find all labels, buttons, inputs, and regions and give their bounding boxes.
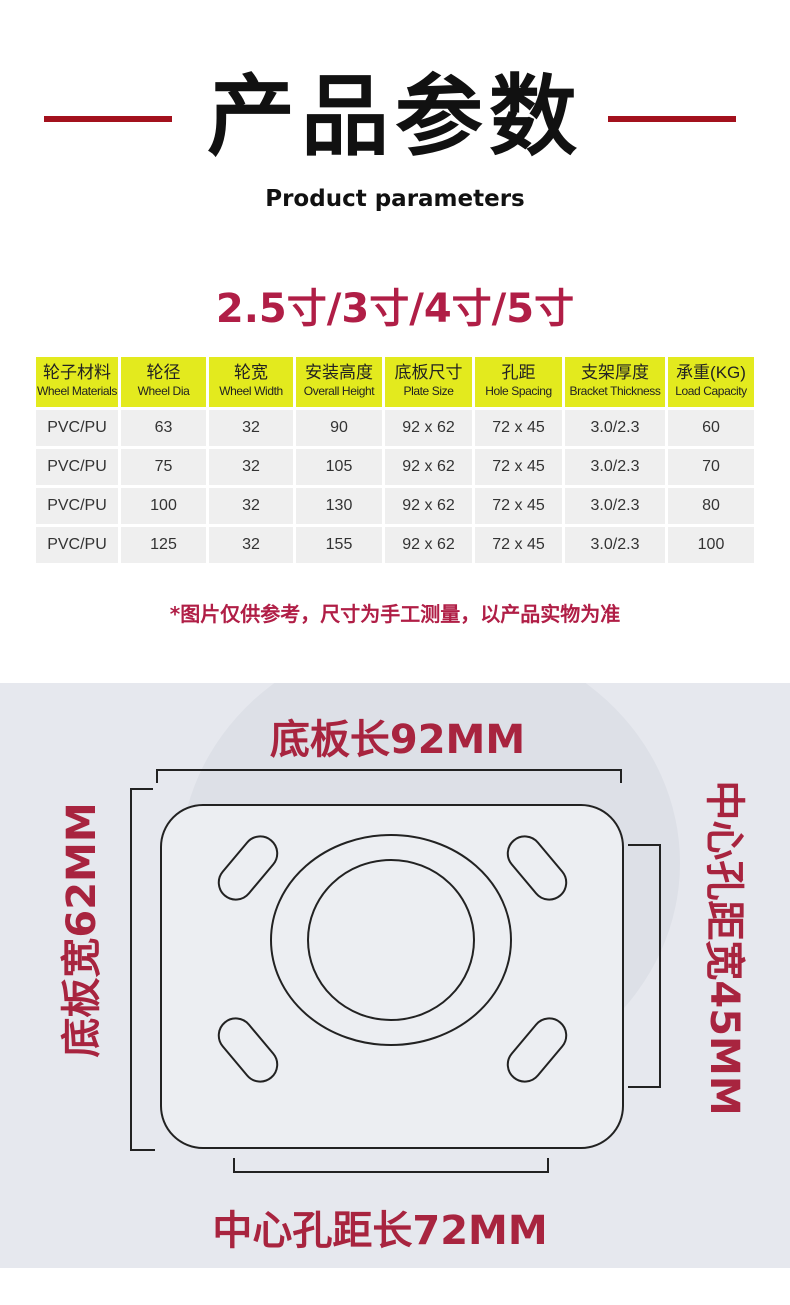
mount-slot	[506, 1017, 568, 1083]
column-header-cn: 轮宽	[234, 363, 268, 382]
table-cell: 32	[207, 446, 296, 487]
table-cell: 130	[294, 485, 385, 526]
table-cell: PVC/PU	[36, 446, 121, 487]
column-header-cn: 支架厚度	[581, 363, 649, 382]
hole-length-bracket	[233, 1158, 549, 1173]
table-cell: PVC/PU	[36, 485, 121, 526]
table-cell: 3.0/2.3	[563, 407, 668, 448]
table-cell: 92 x 62	[383, 446, 475, 487]
table-cell: 70	[666, 446, 757, 487]
table-row: PVC/PU 75 32 105 92 x 62 72 x 45 3.0/2.3 70	[36, 446, 757, 487]
table-cell: 60	[666, 407, 757, 448]
column-header-en: Bracket Thickness	[569, 384, 661, 398]
column-header-en: Wheel Materials	[36, 384, 118, 398]
hole-width-bracket	[628, 844, 661, 1088]
plate-drawing	[130, 683, 680, 1173]
table-cell: 92 x 62	[383, 485, 475, 526]
column-header-en: Overall Height	[303, 384, 375, 398]
mount-slot	[506, 835, 568, 901]
table-cell: 80	[666, 485, 757, 526]
column-header-cn: 底板尺寸	[394, 363, 463, 382]
plate-width-bracket	[130, 788, 155, 1151]
outer-ring	[270, 834, 512, 1046]
table-cell: 105	[294, 446, 385, 487]
table-cell: 32	[207, 407, 296, 448]
spec-table: 轮子材料 Wheel Materials 轮径 Wheel Dia 轮宽 Wheel Wi…	[36, 357, 757, 563]
table-cell: 92 x 62	[383, 407, 475, 448]
hole-width-label: 中心孔距宽45MM	[701, 780, 747, 1116]
table-cell: PVC/PU	[36, 524, 121, 563]
table-cell: 3.0/2.3	[563, 446, 668, 487]
plate-diagram: 底板长92MM 中心孔距长72MM 底板宽62MM 中心孔距宽45MM	[0, 683, 790, 1268]
table-row: PVC/PU 125 32 155 92 x 62 72 x 45 3.0/2.3 100	[36, 524, 757, 563]
column-header: 轮子材料 Wheel Materials	[36, 357, 121, 409]
table-cell: 32	[207, 485, 296, 526]
table-cell: 3.0/2.3	[563, 524, 668, 563]
table-cell: 72 x 45	[473, 446, 565, 487]
column-header: 支架厚度 Bracket Thickness	[563, 357, 668, 409]
table-cell: 75	[119, 446, 209, 487]
base-plate	[160, 804, 624, 1149]
left-decor-line	[44, 116, 172, 122]
column-header-cn: 安装高度	[305, 363, 373, 382]
table-cell: 72 x 45	[473, 524, 565, 563]
column-header-cn: 孔距	[501, 363, 536, 382]
right-decor-line	[608, 116, 736, 122]
column-header: 承重(KG) Load Capacity	[666, 357, 757, 409]
plate-length-bracket	[156, 769, 622, 783]
column-header-en: Hole Spacing	[485, 384, 552, 398]
table-cell: 125	[119, 524, 209, 563]
column-header: 孔距 Hole Spacing	[473, 357, 565, 409]
mount-slot	[217, 835, 279, 901]
column-header-cn: 承重(KG)	[676, 363, 746, 382]
size-options: 2.5寸/3寸/4寸/5寸	[215, 286, 575, 332]
table-cell: 100	[666, 524, 757, 563]
column-header-en: Wheel Dia	[137, 384, 190, 398]
table-cell: 63	[119, 407, 209, 448]
table-cell: 3.0/2.3	[563, 485, 668, 526]
page-subtitle: Product parameters	[265, 186, 525, 212]
column-header: 轮宽 Wheel Width	[207, 357, 296, 409]
center-hole	[307, 859, 475, 1021]
plate-width-label: 底板宽62MM	[59, 802, 105, 1058]
table-cell: 72 x 45	[473, 485, 565, 526]
column-header-en: Wheel Width	[219, 384, 283, 398]
column-header-cn: 轮径	[146, 363, 181, 382]
column-header: 底板尺寸 Plate Size	[383, 357, 475, 409]
table-row: PVC/PU 63 32 90 92 x 62 72 x 45 3.0/2.3 60	[36, 407, 757, 448]
table-cell: 92 x 62	[383, 524, 475, 563]
disclaimer-note: *图片仅供参考，尺寸为手工测量，以产品实物为准	[169, 602, 621, 626]
table-row: PVC/PU 100 32 130 92 x 62 72 x 45 3.0/2.3 80	[36, 485, 757, 526]
column-header-en: Plate Size	[403, 384, 454, 398]
plate-length-label: 底板长92MM	[269, 717, 526, 763]
column-header: 轮径 Wheel Dia	[119, 357, 209, 409]
table-cell: 100	[119, 485, 209, 526]
table-cell: 72 x 45	[473, 407, 565, 448]
table-cell: PVC/PU	[36, 407, 121, 448]
column-header: 安装高度 Overall Height	[294, 357, 385, 409]
column-header-en: Load Capacity	[675, 384, 747, 398]
column-header-cn: 轮子材料	[43, 363, 111, 382]
table-cell: 90	[294, 407, 385, 448]
mount-slot	[217, 1017, 279, 1083]
hole-length-label: 中心孔距长72MM	[212, 1208, 548, 1254]
page-title: 产品参数	[206, 65, 583, 168]
table-cell: 155	[294, 524, 385, 563]
table-cell: 32	[207, 524, 296, 563]
